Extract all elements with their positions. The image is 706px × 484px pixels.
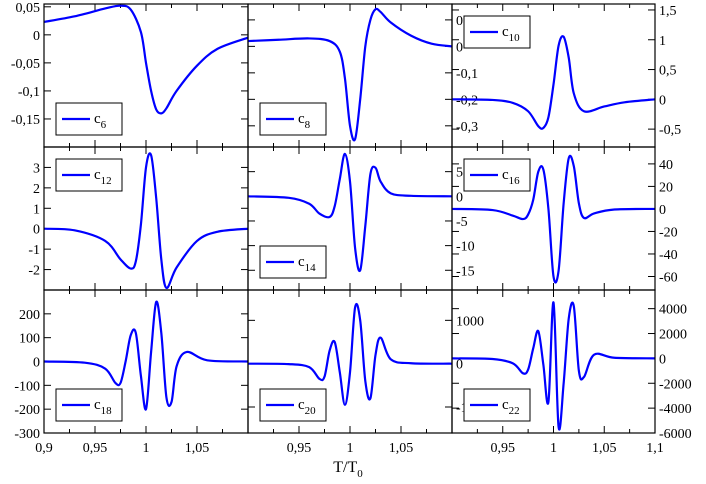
y-tick-label: 3 — [33, 161, 40, 176]
y-tick-label: 20 — [659, 180, 673, 195]
panel-c14: 5 0 -5 -10 -15 c14 — [247, 146, 475, 291]
x-tick-label: 0,95 — [83, 441, 108, 456]
legend: c10 — [463, 15, 531, 49]
legend-label: c6 — [94, 111, 107, 131]
legend-label: c14 — [298, 254, 316, 274]
y-tick-label: -0,3 — [456, 120, 478, 135]
y-tick-label: -1 — [28, 243, 40, 258]
legend: c12 — [55, 158, 123, 192]
y-tick-label: -15 — [456, 264, 475, 279]
series-line-c16 — [452, 154, 655, 284]
x-tick-label: 1,05 — [185, 441, 210, 456]
y-tick-label: 2000 — [659, 328, 687, 343]
y-tick-label: -0,5 — [659, 123, 681, 138]
legend-label: c10 — [502, 24, 520, 44]
y-tick-label: -0,2 — [456, 93, 478, 108]
legend-label: c8 — [298, 111, 311, 131]
legend: c22 — [463, 388, 531, 422]
y-tick-label: 5 — [456, 166, 463, 181]
legend: c14 — [259, 245, 327, 279]
y-tick-label: -5 — [456, 215, 468, 230]
series-line-c14 — [248, 152, 452, 273]
panel-c16: 40 20 0 -20 -40 -60 c16 — [451, 146, 678, 291]
y-tick-label: -100 — [14, 379, 40, 394]
y-tick-label: -4000 — [659, 402, 692, 417]
y-tick-label: 0 — [33, 29, 40, 44]
x-tick-label: 0,95 — [491, 441, 516, 456]
legend: c20 — [259, 388, 327, 422]
panel-c10: 1,5 1 0,5 0 -0,5 c10 — [451, 3, 681, 148]
panel-c12: 3 2 1 0 -1 -2 c12 — [28, 146, 249, 291]
y-tick-label: 4000 — [659, 303, 687, 318]
y-tick-label: -0,1 — [456, 67, 478, 82]
x-tick-label: 1,1 — [646, 441, 664, 456]
y-tick-label: -200 — [14, 403, 40, 418]
y-tick-label: -10 — [456, 240, 475, 255]
y-tick-label: 100 — [19, 332, 40, 347]
panel-frame — [451, 289, 656, 434]
panel-c22: 4000 2000 0 -2000 -4000 -6000 c22 — [451, 289, 692, 442]
y-tick-label: -2000 — [659, 377, 692, 392]
y-tick-label: -0,15 — [11, 113, 40, 128]
x-axis-layer: 0,9 0,95 1 1,05 0,95 1 1,05 0,95 1 1,05 1,1 — [35, 441, 664, 456]
panels-layer: 0,050-0,05-0,1-0,15c60,10-0,1-0,2-0,3c81… — [11, 1, 692, 442]
x-tick-label: 0,9 — [35, 441, 53, 456]
x-axis-label: T/T0 — [333, 459, 363, 480]
x-axis-label-sub: 0 — [357, 468, 363, 480]
y-tick-label: 1,5 — [659, 4, 677, 19]
panel-c8: 0,10-0,1-0,2-0,3c8 — [247, 3, 478, 148]
series-line-c10 — [452, 35, 655, 130]
y-tick-label: 1000 — [456, 314, 484, 329]
panel-c18: 200 100 0 -100 -200 -300 c18 — [14, 289, 249, 442]
x-tick-label: 1 — [143, 441, 150, 456]
y-tick-label: -300 — [14, 427, 40, 442]
y-tick-label: -0,1 — [18, 85, 40, 100]
y-tick-label: 0 — [456, 358, 463, 373]
y-tick-label: 0 — [456, 190, 463, 205]
y-tick-label: 2 — [33, 182, 40, 197]
series-line-c20 — [248, 302, 452, 406]
legend: c18 — [55, 388, 123, 422]
y-tick-label: 0 — [659, 93, 666, 108]
y-tick-label: -2 — [28, 264, 40, 279]
series-line-c8 — [248, 7, 452, 142]
y-tick-label: 0 — [659, 352, 666, 367]
x-tick-label: 1 — [550, 441, 557, 456]
x-tick-label: 0,95 — [287, 441, 312, 456]
y-tick-label: 0,5 — [659, 64, 677, 79]
legend-label: c22 — [502, 397, 520, 417]
series-line-c12 — [44, 152, 248, 290]
y-tick-label: 0 — [33, 356, 40, 371]
y-tick-label: 1 — [659, 34, 666, 49]
y-tick-label: -6000 — [659, 427, 692, 442]
x-tick-label: 1 — [347, 441, 354, 456]
x-tick-label: 1,05 — [592, 441, 617, 456]
series-line-c22 — [452, 301, 655, 431]
legend-label: c16 — [502, 167, 520, 187]
y-tick-label: 200 — [19, 308, 40, 323]
legend: c16 — [463, 158, 531, 192]
legend-label: c12 — [94, 167, 112, 187]
y-tick-label: 40 — [659, 158, 673, 173]
legend: c8 — [259, 102, 327, 136]
x-tick-label: 1,05 — [389, 441, 414, 456]
y-tick-label: 0 — [33, 223, 40, 238]
x-axis-label-main: T/T — [333, 459, 357, 476]
y-tick-label: -0,05 — [11, 57, 40, 72]
series-line-c6 — [44, 4, 248, 115]
legend: c6 — [55, 102, 123, 136]
y-tick-label: 0 — [456, 40, 463, 55]
series-line-c18 — [44, 300, 248, 411]
legend-label: c18 — [94, 397, 112, 417]
y-tick-label: 0,05 — [16, 1, 41, 16]
y-tick-label: -20 — [659, 225, 678, 240]
y-tick-label: 1 — [33, 202, 40, 217]
panel-c6: 0,05 0 -0,05 -0,1 -0,15 c6 — [11, 1, 249, 148]
y-tick-label: -60 — [659, 270, 678, 285]
y-tick-label: 0 — [659, 203, 666, 218]
legend-label: c20 — [298, 397, 316, 417]
y-tick-label: -40 — [659, 248, 678, 263]
